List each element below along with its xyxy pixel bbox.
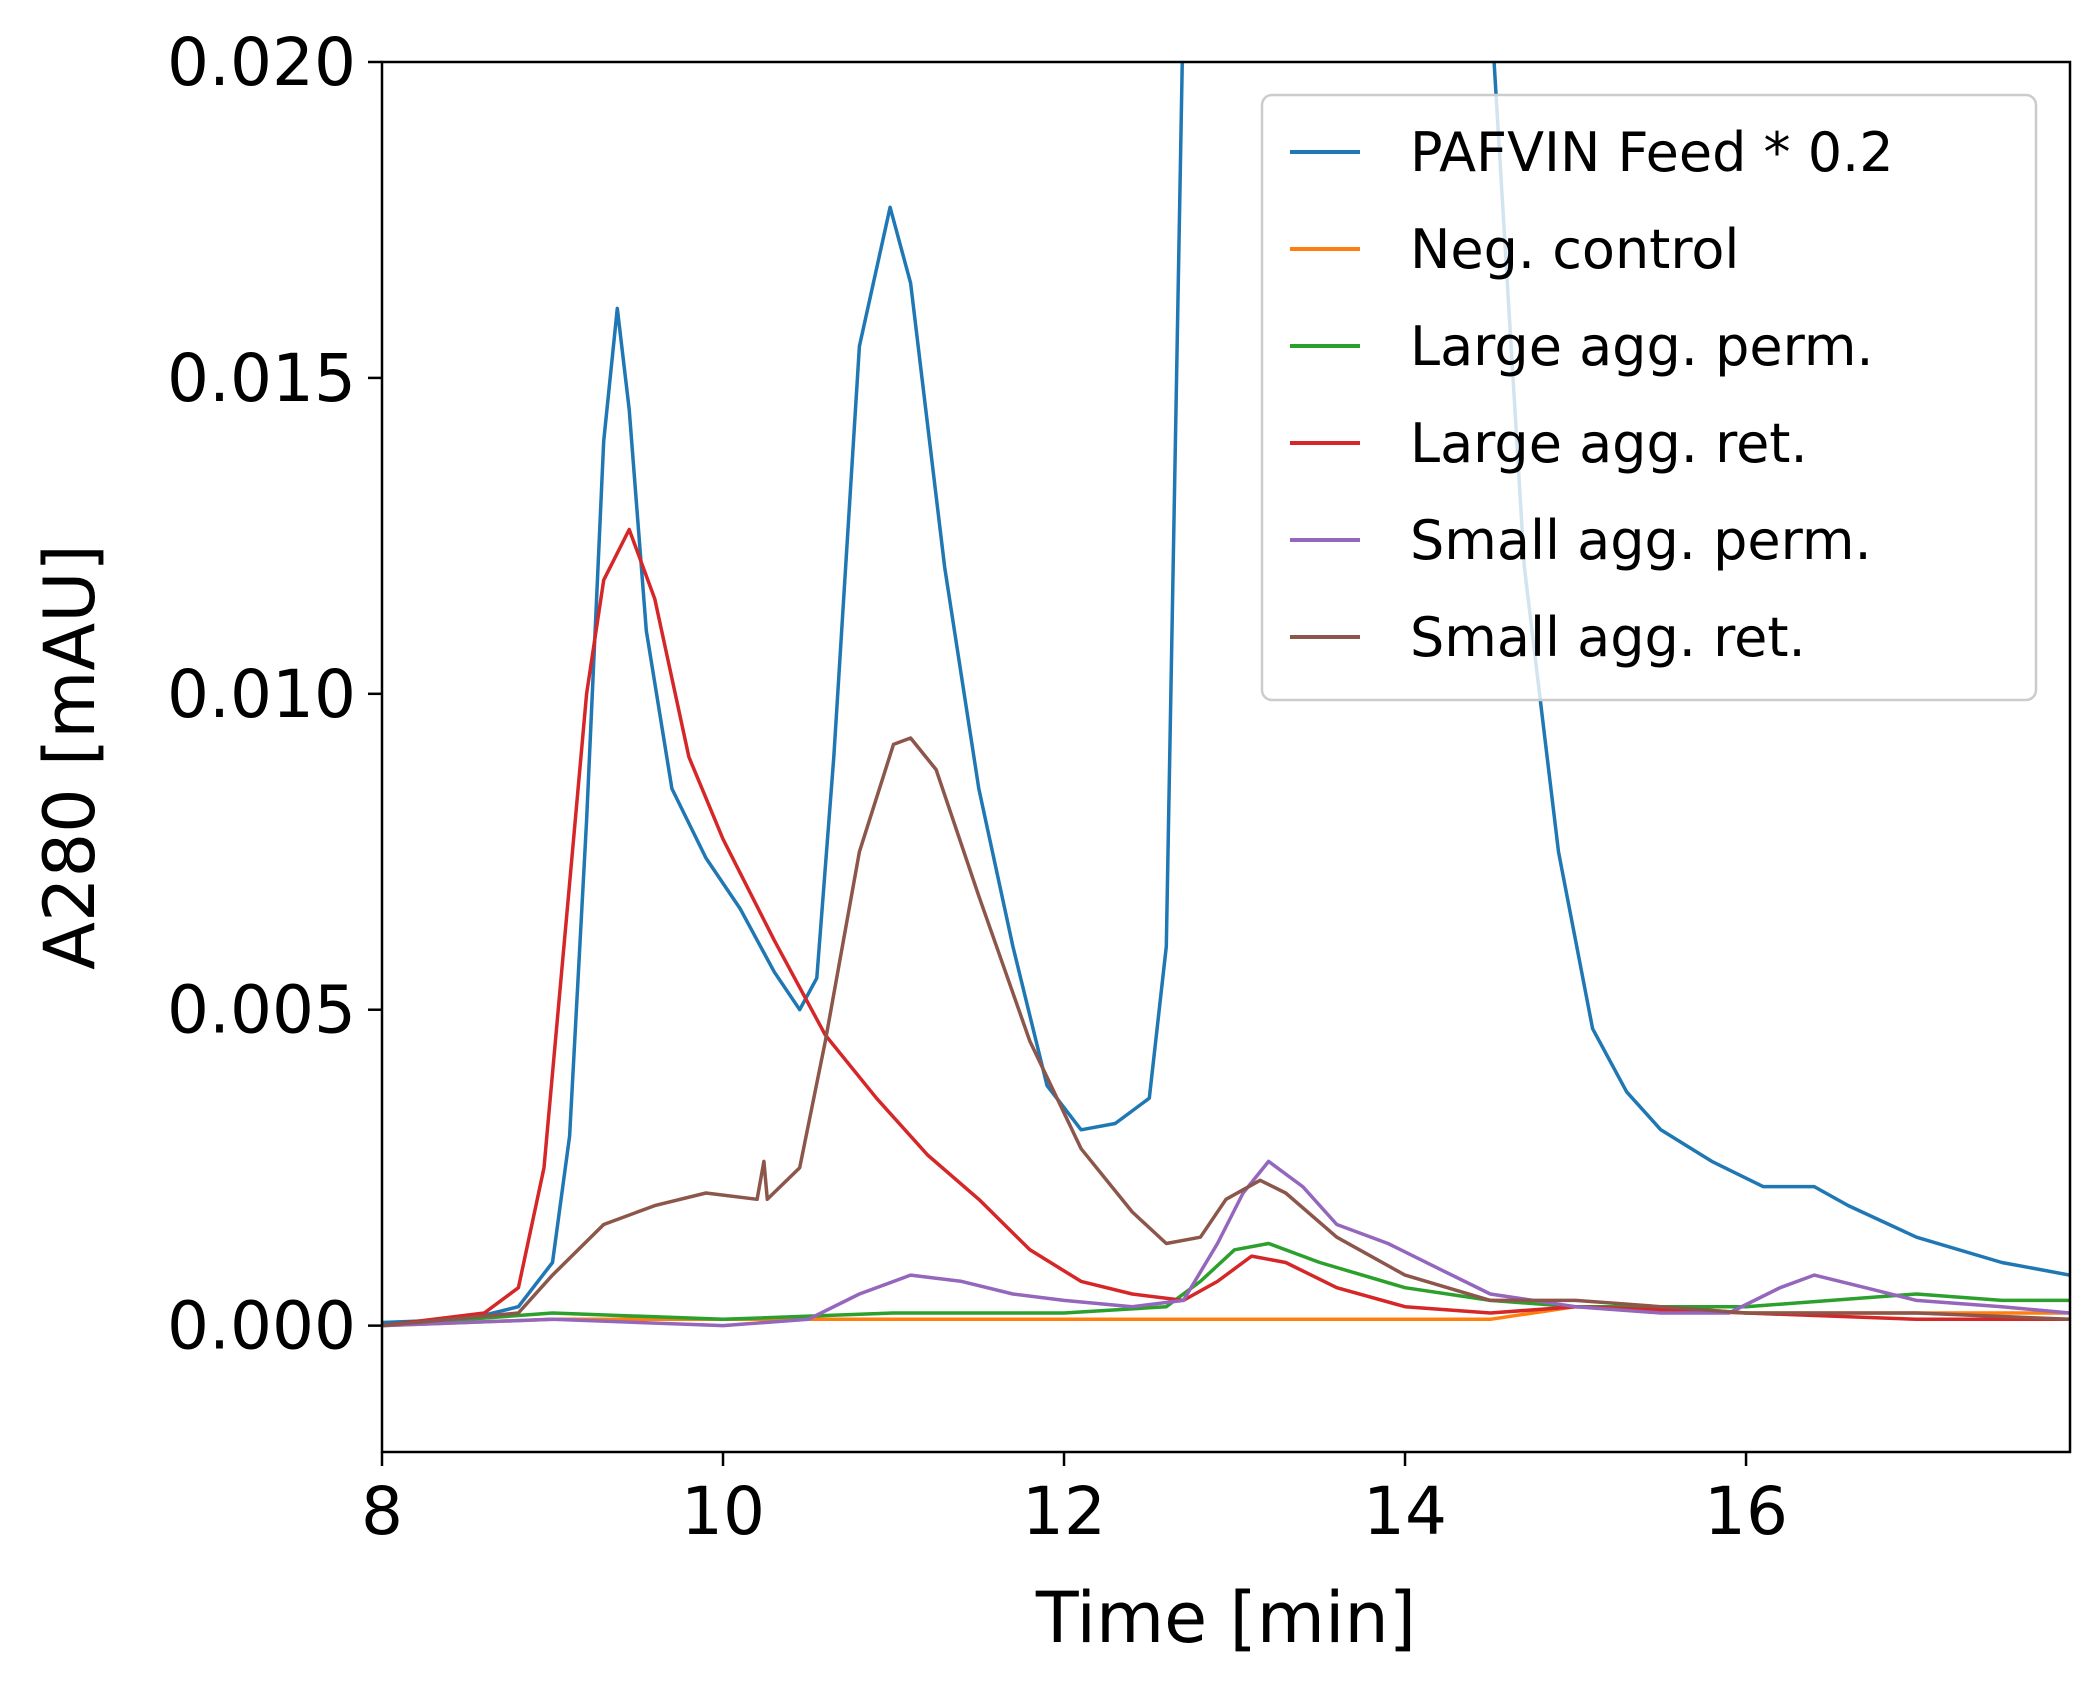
legend-label-0: PAFVIN Feed * 0.2: [1410, 121, 1894, 184]
legend: PAFVIN Feed * 0.2 Neg. control Large agg. …: [1260, 93, 2038, 702]
y-tick-label: 0.010: [167, 656, 356, 733]
x-tick-label: 16: [1704, 1473, 1788, 1550]
series-line-3: [382, 527, 2070, 1328]
legend-label-4: Small agg. perm.: [1410, 509, 1872, 572]
x-axis-ticks: 8 10 12 14 16: [361, 1452, 1788, 1550]
legend-label-1: Neg. control: [1410, 218, 1739, 281]
y-tick-label: 0.005: [167, 972, 356, 1049]
y-tick-label: 0.015: [167, 340, 356, 417]
series-line-4: [382, 1159, 2070, 1328]
x-tick-label: 14: [1363, 1473, 1447, 1550]
legend-label-3: Large agg. ret.: [1410, 412, 1808, 475]
y-axis-label: A280 [mAU]: [29, 544, 111, 970]
x-tick-label: 8: [361, 1473, 403, 1550]
y-tick-label: 0.020: [167, 24, 356, 101]
legend-label-2: Large agg. perm.: [1410, 315, 1874, 378]
x-tick-label: 12: [1022, 1473, 1106, 1550]
series-line-5: [382, 736, 2070, 1328]
legend-box: [1260, 93, 2038, 702]
plot-frame: [380, 60, 2072, 1454]
series-line-2: [382, 1241, 2070, 1328]
y-axis-ticks: 0.000 0.005 0.010 0.015 0.020: [167, 24, 382, 1365]
legend-label-5: Small agg. ret.: [1410, 606, 1806, 669]
series-layer: [382, 62, 2070, 1328]
x-tick-label: 10: [681, 1473, 765, 1550]
y-tick-label: 0.000: [167, 1288, 356, 1365]
series-line-0: [382, 62, 2070, 1325]
x-axis-label: Time [min]: [1035, 1577, 1416, 1659]
